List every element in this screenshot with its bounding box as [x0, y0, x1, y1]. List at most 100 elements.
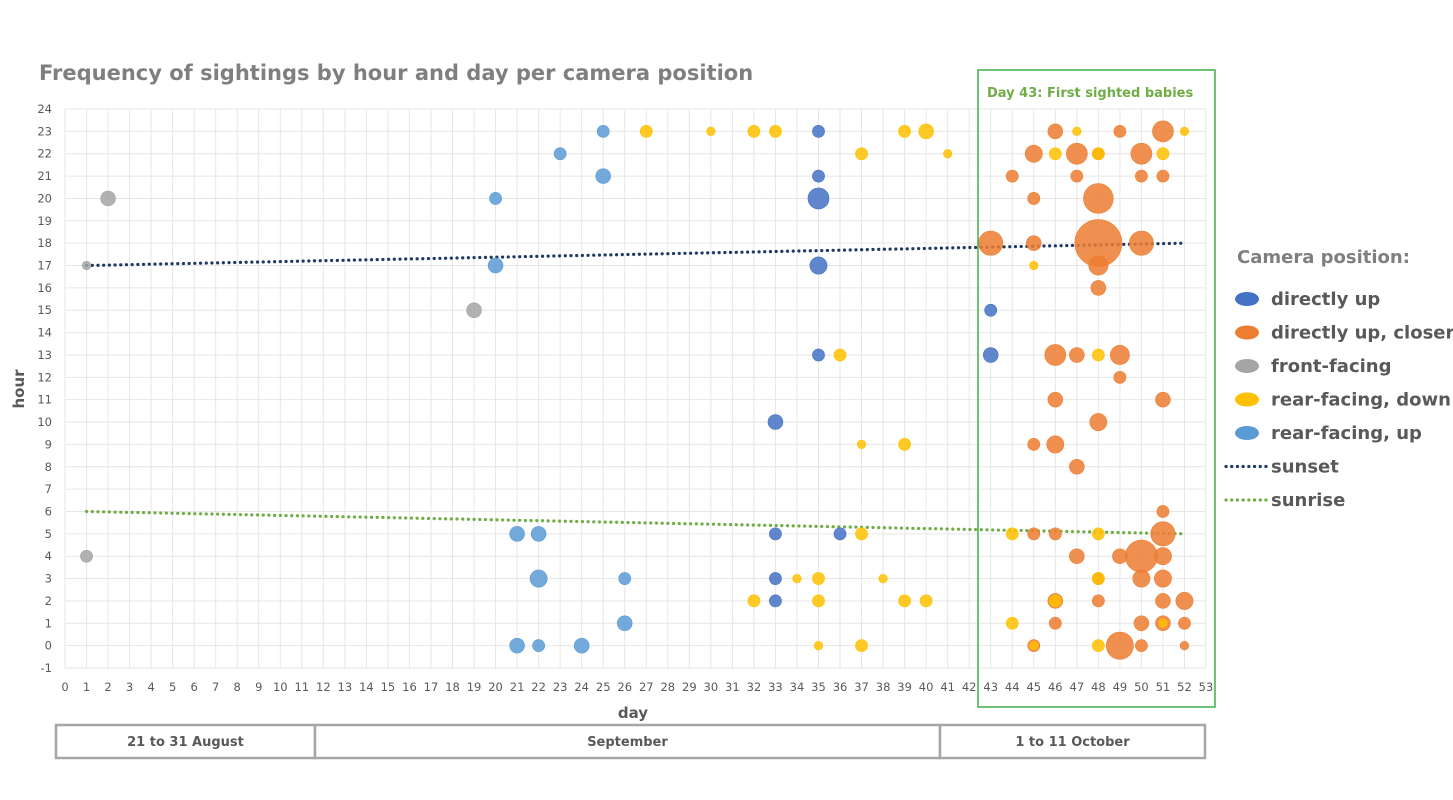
bubble-rear-facing-up — [553, 147, 567, 161]
bubble-rear-facing-up — [509, 526, 525, 542]
x-tick-label: 48 — [1091, 680, 1106, 694]
period-band — [938, 723, 1207, 760]
x-tick-label: 34 — [790, 680, 805, 694]
x-tick-label: 5 — [169, 680, 176, 694]
x-tick-label: 22 — [531, 680, 546, 694]
x-tick-label: 25 — [596, 680, 611, 694]
sunrise-trendline — [84, 509, 1187, 536]
bubble-directly-up-closer — [1150, 521, 1176, 547]
x-tick-label: 49 — [1113, 680, 1128, 694]
bubble-rear-facing-down — [1091, 147, 1105, 161]
bubble-directly-up-closer — [1133, 615, 1150, 632]
bubble-directly-up-closer — [1155, 593, 1171, 609]
bubble-directly-up-closer — [1005, 169, 1019, 183]
bubble-directly-up-closer — [1154, 547, 1172, 566]
x-tick-label: 3 — [126, 680, 133, 694]
legend-entry: sunrise — [1271, 490, 1345, 511]
bubble-rear-facing-down — [833, 348, 847, 362]
legend-entry: rear-facing, up — [1271, 423, 1422, 444]
bubble-rear-facing-up — [530, 526, 547, 542]
bubble-rear-facing-down — [855, 527, 868, 541]
bubble-rear-facing-down — [919, 594, 933, 608]
x-tick-label: 0 — [61, 680, 68, 694]
x-tick-label: 21 — [510, 680, 525, 694]
bubble-rear-facing-up — [618, 572, 632, 585]
bubble-directly-up-closer — [1069, 548, 1085, 564]
bubble-directly-up-closer — [1156, 505, 1170, 518]
bubble-directly-up — [984, 303, 998, 317]
x-tick-label: 26 — [617, 680, 632, 694]
x-tick-label: 16 — [402, 680, 417, 694]
x-tick-label: 42 — [962, 680, 977, 694]
y-tick-label: 23 — [37, 124, 52, 138]
bubble-rear-facing-down — [747, 594, 761, 608]
bubble-rear-facing-up — [596, 124, 610, 138]
x-tick-label: 13 — [338, 680, 353, 694]
bubble-rear-facing-up — [487, 257, 504, 274]
highlight-box — [977, 69, 1216, 708]
x-tick-label: 17 — [424, 680, 439, 694]
bubble-directly-up-closer — [1154, 569, 1172, 588]
legend-marker — [1235, 392, 1259, 407]
bubble-rear-facing-down — [878, 573, 888, 584]
y-tick-label: 19 — [37, 214, 52, 228]
y-tick-label: 15 — [37, 303, 52, 317]
x-tick-label: 45 — [1026, 680, 1041, 694]
y-tick-label: 11 — [37, 393, 52, 407]
bubble-rear-facing-down — [812, 572, 825, 585]
x-tick-label: 10 — [273, 680, 288, 694]
x-tick-label: 2 — [104, 680, 111, 694]
bubble-rear-facing-down — [1156, 147, 1170, 161]
bubble-directly-up — [807, 187, 830, 210]
y-tick-label: 10 — [37, 415, 52, 429]
x-tick-label: 9 — [255, 680, 262, 694]
legend-marker — [1235, 426, 1259, 440]
bubble-directly-up-closer — [1070, 169, 1084, 183]
bubble-rear-facing-up — [509, 637, 525, 654]
y-tick-label: 1 — [45, 616, 52, 630]
y-tick-label: -1 — [41, 661, 52, 675]
bubble-directly-up-closer — [1113, 124, 1127, 138]
bubble-front-facing — [80, 549, 93, 563]
x-tick-label: 36 — [833, 680, 848, 694]
bubble-directly-up — [812, 169, 825, 183]
period-band — [54, 723, 317, 760]
x-tick-label: 12 — [316, 680, 331, 694]
legend-marker — [1235, 359, 1259, 373]
bubble-directly-up-closer — [1125, 539, 1158, 573]
x-tick-label: 43 — [983, 680, 998, 694]
x-tick-label: 4 — [147, 680, 154, 694]
x-tick-label: 47 — [1070, 680, 1085, 694]
bubble-directly-up-closer — [1113, 370, 1127, 384]
bubble-directly-up-closer — [1027, 438, 1041, 451]
sunset-trendline — [84, 241, 1187, 268]
x-tick-label: 52 — [1177, 680, 1192, 694]
bubble-directly-up-closer — [1130, 142, 1153, 165]
x-tick-label: 19 — [467, 680, 482, 694]
x-tick-label: 37 — [854, 680, 869, 694]
y-axis-label: hour — [10, 369, 28, 409]
x-tick-label: 31 — [725, 680, 740, 694]
x-tick-label: 33 — [768, 680, 783, 694]
bubble-rear-facing-down — [1072, 126, 1082, 136]
legend-title: Camera position: — [1237, 247, 1410, 268]
y-tick-label: 6 — [45, 504, 52, 518]
x-tick-label: 53 — [1199, 680, 1214, 694]
legend-entry: rear-facing, down — [1271, 390, 1451, 411]
bubble-directly-up — [769, 594, 782, 608]
bubble-rear-facing-down — [639, 124, 653, 138]
bubble-directly-up-closer — [1026, 235, 1042, 251]
bubble-rear-facing-down — [1005, 527, 1019, 541]
bubble-rear-facing-down — [1091, 639, 1105, 653]
legend: directly up directly up, closer front-faci… — [1224, 289, 1453, 511]
y-tick-label: 8 — [45, 460, 52, 474]
bubble-directly-up-closer — [1047, 123, 1064, 140]
bubble-rear-facing-up — [595, 168, 611, 184]
bubble-rear-facing-down — [1091, 348, 1105, 362]
bubble-directly-up — [833, 527, 847, 541]
bubble-directly-up-closer — [1024, 144, 1043, 163]
bubble-rear-facing-down — [1029, 641, 1039, 651]
y-tick-label: 18 — [37, 236, 52, 250]
bubble-directly-up-closer — [1048, 527, 1062, 541]
